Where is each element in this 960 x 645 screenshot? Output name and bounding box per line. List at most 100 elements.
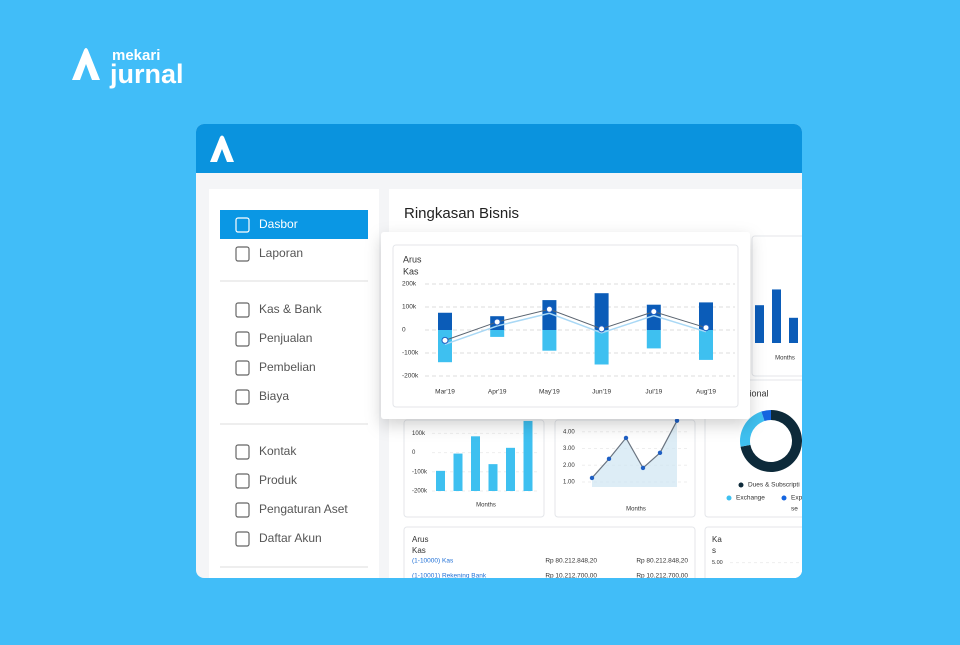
menu-item[interactable]: Biaya xyxy=(259,389,289,403)
y-tick-label: 5.00 xyxy=(712,560,723,566)
x-axis-label: Months xyxy=(626,507,646,513)
point xyxy=(657,450,663,456)
menu-item[interactable]: Produk xyxy=(259,473,298,487)
menu-item[interactable]: Laporan xyxy=(259,246,303,260)
amount: Rp 80.212.848,20 xyxy=(636,558,688,565)
bar xyxy=(471,436,480,491)
menu-item[interactable]: Pengaturan Aset xyxy=(259,502,348,516)
y-tick-label: 3.00 xyxy=(563,446,575,452)
bar xyxy=(438,312,452,330)
bar xyxy=(438,330,452,363)
bar xyxy=(523,420,533,491)
cash-flow-popup: Arus Kas 200k 100k 0 -100k -200k Mar'19 Apr'19 Ma… xyxy=(381,232,750,419)
legend-swatch xyxy=(738,482,744,488)
y-tick-label: 100k xyxy=(412,431,426,437)
menu-item[interactable]: Pembelian xyxy=(259,360,316,374)
menu-active-bg xyxy=(220,210,368,239)
bar xyxy=(646,304,661,330)
x-tick-label: Aug'19 xyxy=(696,389,716,396)
y-tick-label: -100k xyxy=(402,350,419,357)
menu-icon xyxy=(235,531,250,547)
point xyxy=(674,418,680,423)
menu-icon xyxy=(235,331,250,347)
y-tick-label: 4.00 xyxy=(563,429,575,435)
menu-icon xyxy=(235,502,250,518)
line xyxy=(591,420,678,479)
y-tick-label: 1.00 xyxy=(563,480,575,486)
bar xyxy=(506,447,515,491)
bar xyxy=(453,453,463,491)
brand-company: mekari xyxy=(112,47,160,64)
card-title: Ka xyxy=(712,535,722,544)
card xyxy=(704,526,802,578)
menu-item[interactable]: Penjualan xyxy=(259,331,312,345)
line xyxy=(444,312,707,346)
bar xyxy=(436,470,445,491)
x-tick-label: May'19 xyxy=(539,389,560,396)
menu-icon xyxy=(235,444,250,460)
card-title: Arus xyxy=(412,535,428,544)
menu-icon xyxy=(235,302,250,318)
donut-segment xyxy=(740,411,765,447)
legend-label: Exchange xyxy=(736,495,765,502)
logo-icon xyxy=(72,48,100,80)
app-logo[interactable] xyxy=(210,135,234,163)
bar xyxy=(488,464,498,491)
point xyxy=(640,465,646,471)
chart-title: Arus xyxy=(403,254,422,264)
bar xyxy=(772,289,781,343)
y-tick-label: 2.00 xyxy=(563,463,575,469)
bar xyxy=(789,317,798,343)
account-link[interactable]: (1-10000) Kas xyxy=(412,558,454,565)
bar xyxy=(594,293,609,330)
menu-icon xyxy=(235,389,250,405)
donut-segment xyxy=(761,410,771,422)
bar xyxy=(490,330,505,337)
x-axis-label: Months xyxy=(775,356,795,362)
donut-segment xyxy=(740,410,802,472)
sidebar xyxy=(209,189,379,578)
chart-frame xyxy=(392,244,739,408)
y-tick-label: -200k xyxy=(412,489,428,495)
point xyxy=(623,435,629,441)
point xyxy=(589,475,595,481)
bar xyxy=(699,330,713,360)
card xyxy=(403,526,696,578)
x-tick-label: Mar'19 xyxy=(435,389,455,396)
menu-item[interactable]: Daftar Akun xyxy=(259,531,322,545)
y-tick-label: 0 xyxy=(402,327,406,334)
menu-item[interactable]: Dasbor xyxy=(259,217,298,231)
x-axis-label: Months xyxy=(476,503,496,509)
amount: Rp 10.212.700,00 xyxy=(545,573,597,580)
account-link[interactable]: (1-10001) Rekening Bank xyxy=(412,573,487,580)
point xyxy=(493,318,501,326)
menu-icon xyxy=(235,246,250,262)
menu-item[interactable]: Kas & Bank xyxy=(259,302,323,316)
y-tick-label: 100k xyxy=(402,304,417,311)
point xyxy=(545,305,553,313)
point xyxy=(598,325,606,333)
legend-label: Exp xyxy=(791,495,803,502)
legend-label: Dues & Subscripti xyxy=(748,482,800,489)
line xyxy=(444,308,707,341)
y-tick-label: 0 xyxy=(412,450,416,456)
legend-label: se xyxy=(791,506,798,513)
bar xyxy=(542,300,557,330)
legend-swatch xyxy=(781,495,787,501)
menu-item[interactable]: Kontak xyxy=(259,444,297,458)
bar xyxy=(542,330,557,351)
menu-icon xyxy=(235,360,250,376)
amount: Rp 10.212.700,00 xyxy=(636,573,688,580)
y-tick-label: -200k xyxy=(402,373,419,380)
bar xyxy=(594,330,609,365)
x-tick-label: Apr'19 xyxy=(488,389,507,396)
x-tick-label: Jun'19 xyxy=(592,389,611,396)
bar xyxy=(646,330,661,349)
y-tick-label: -100k xyxy=(412,469,428,475)
menu-icon xyxy=(235,217,250,233)
bar xyxy=(699,302,713,330)
card-title: Kas xyxy=(412,546,426,555)
chart-title: Kas xyxy=(403,266,419,276)
card-title: s xyxy=(712,546,716,555)
